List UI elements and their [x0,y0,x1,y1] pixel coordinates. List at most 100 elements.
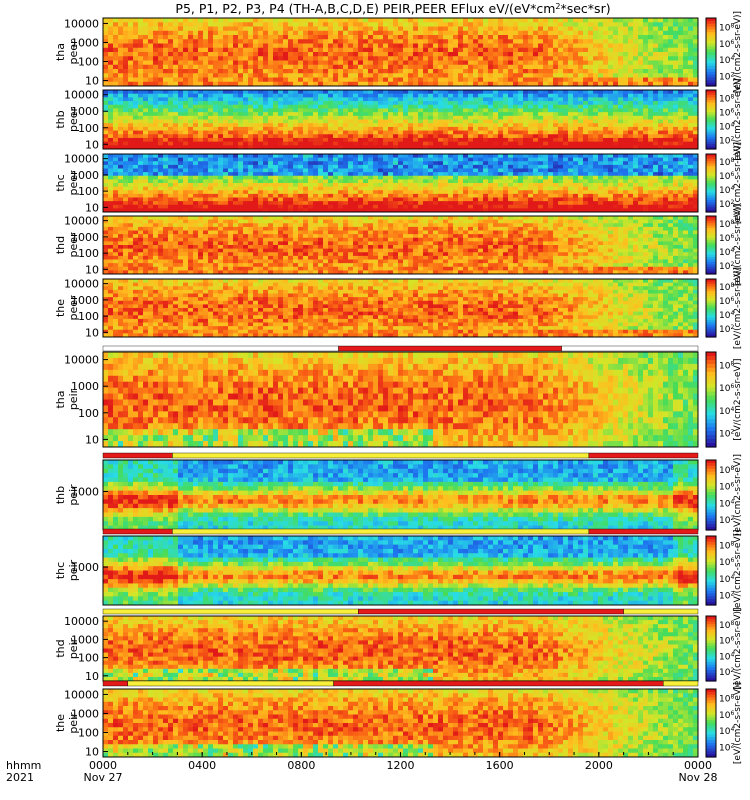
spectrogram-cell [268,119,274,124]
spectrogram-cell [473,90,479,95]
spectrogram-cell [368,73,374,79]
spectrogram-cell [558,35,564,40]
spectrogram-cell [528,108,534,113]
spectrogram-cell [363,145,369,149]
spectrogram-cell [273,69,279,74]
spectrogram-cell [588,112,594,117]
spectrogram-cell [198,141,204,146]
spectrogram-cell [313,73,319,79]
spectrogram-cell [268,64,274,70]
spectrogram-cell [188,208,194,212]
spectrogram-cell [223,39,229,45]
spectrogram-cell [153,183,159,188]
spectrogram-cell [423,130,429,135]
spectrogram-cell [403,145,409,149]
spectrogram-cell [333,126,339,132]
spectrogram-cell [303,60,309,66]
spectrogram-cell [103,22,109,28]
spectrogram-cell [393,190,399,195]
spectrogram-cell [223,186,229,191]
spectrogram-cell [523,112,529,117]
spectrogram-cell [103,168,109,173]
spectrogram-cell [598,130,604,135]
spectrogram-cell [588,134,594,139]
spectrogram-cell [168,73,174,79]
spectrogram-cell [173,145,179,149]
spectrogram-cell [123,69,129,74]
spectrogram-cell [328,168,334,173]
spectrogram-cell [578,101,584,106]
spectrogram-cell [178,69,184,74]
spectrogram-cell [473,130,479,135]
spectrogram-cell [138,73,144,79]
spectrogram-cell [128,141,134,146]
spectrogram-cell [308,190,314,195]
spectrogram-cell [218,204,224,209]
spectrogram-cell [303,186,309,191]
spectrogram-cell [323,64,329,70]
spectrogram-cell [618,73,624,79]
panel-probe-label: tha [54,43,67,61]
spectrogram-cell [133,137,139,143]
spectrogram-cell [308,201,314,206]
spectrogram-cell [618,43,624,49]
spectrogram-cell [593,123,599,128]
spectrogram-cell [118,104,124,110]
spectrogram-cell [478,90,484,95]
spectrogram-cell [458,64,464,70]
spectrogram-cell [603,77,609,83]
spectrogram-cell [643,141,649,146]
spectrogram-cell [248,201,254,206]
spectrogram-cell [328,145,334,149]
spectrogram-cell [553,43,559,49]
spectrogram-cell [183,56,189,62]
spectrogram-cell [318,77,324,83]
spectrogram-cell [663,18,669,23]
spectrogram-cell [573,130,579,135]
spectrogram-cell [243,123,249,128]
spectrogram-cell [108,69,114,74]
spectrogram-cell [368,47,374,53]
spectrogram-cell [423,154,429,159]
spectrogram-cell [128,186,134,191]
spectrogram-cell [593,60,599,66]
spectrogram-cell [268,43,274,49]
spectrogram-cell [578,60,584,66]
spectrogram-cell [623,130,629,135]
spectrogram-cell [368,145,374,149]
spectrogram-cell [313,30,319,36]
spectrogram-cell [423,43,429,49]
spectrogram-cell [118,172,124,177]
spectrogram-cell [428,81,434,86]
spectrogram-cell [228,81,234,86]
spectrogram-cell [538,90,544,95]
spectrogram-cell [623,39,629,45]
spectrogram-cell [278,193,284,199]
spectrogram-cell [148,26,154,32]
spectrogram-cell [453,141,459,146]
spectrogram-cell [653,77,659,83]
spectrogram-cell [518,30,524,36]
colorbar-swatch [706,35,716,39]
spectrogram-cell [363,208,369,212]
spectrogram-cell [298,145,304,149]
spectrogram-cell [263,197,269,202]
spectrogram-cell [603,60,609,66]
spectrogram-cell [263,64,269,70]
spectrogram-cell [413,101,419,106]
spectrogram-cell [358,97,364,102]
spectrogram-cell [198,119,204,124]
spectrogram-cell [543,108,549,113]
spectrogram-cell [423,197,429,202]
spectrogram-cell [303,101,309,106]
spectrogram-cell [663,69,669,74]
spectrogram-cell [388,164,394,170]
spectrogram-cell [203,115,209,121]
spectrogram-cell [383,39,389,45]
spectrogram-cell [388,108,394,113]
spectrogram-cell [223,112,229,117]
spectrogram-cell [158,175,164,180]
spectrogram-cell [468,69,474,74]
spectrogram-cell [118,18,124,23]
spectrogram-cell [678,126,684,132]
